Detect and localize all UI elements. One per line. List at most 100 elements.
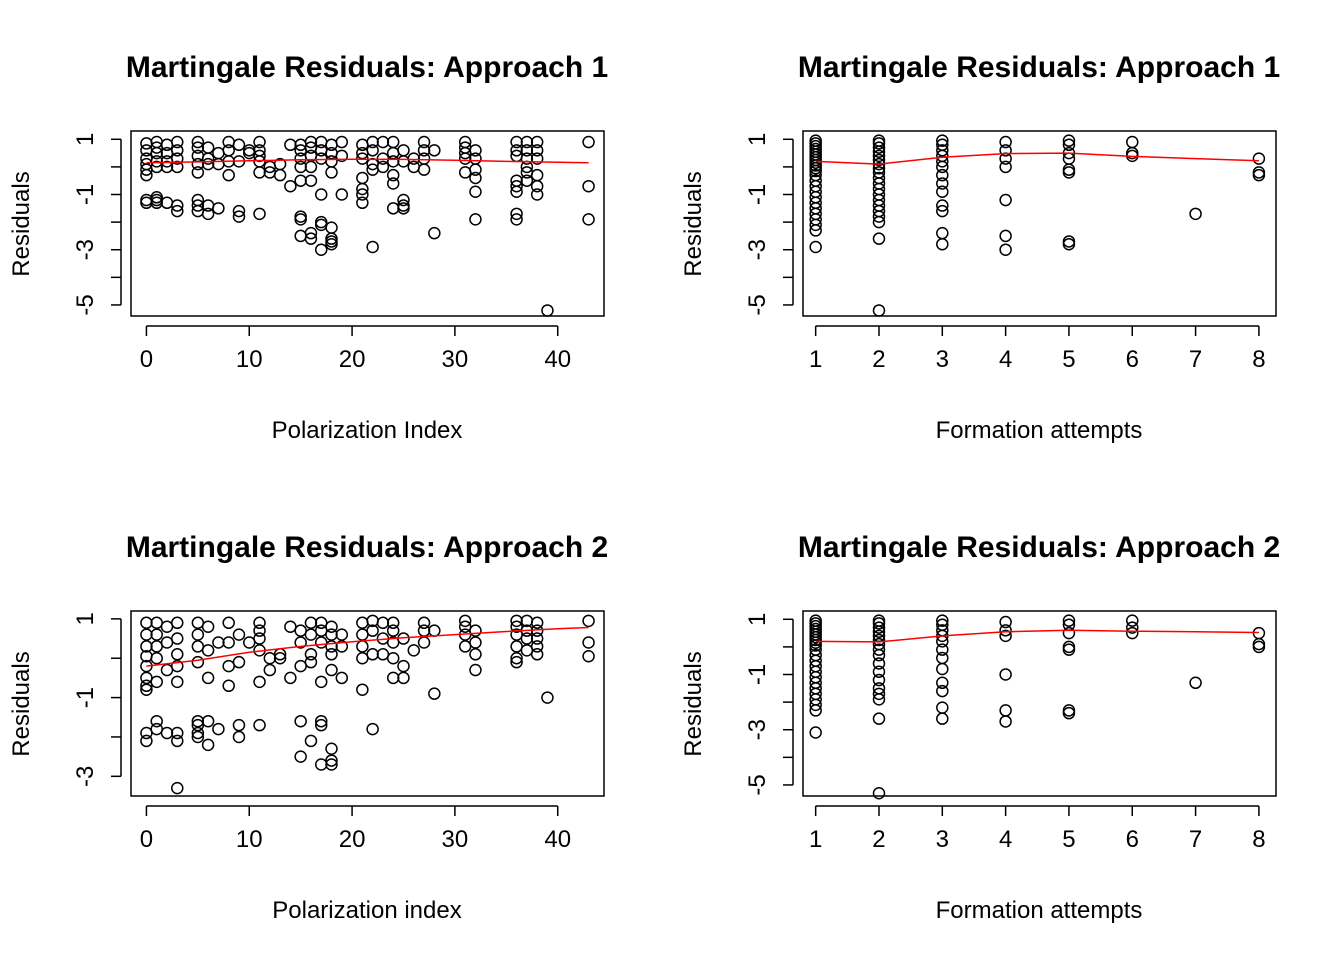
data-point — [386, 624, 400, 637]
data-point — [469, 213, 482, 226]
data-point — [201, 644, 215, 657]
data-point — [304, 160, 318, 174]
data-point — [936, 199, 949, 212]
data-point — [160, 663, 174, 677]
data-point — [809, 698, 822, 712]
data-point — [304, 616, 318, 630]
smooth-line — [146, 158, 589, 164]
data-point — [582, 213, 595, 226]
data-point — [160, 196, 174, 210]
data-point — [356, 616, 369, 630]
data-point — [304, 174, 318, 187]
data-point — [212, 636, 225, 649]
plot-frame — [802, 130, 1277, 317]
y-tick-label: -1 — [72, 687, 99, 708]
data-point — [809, 240, 822, 254]
data-point — [386, 616, 400, 630]
data-point — [304, 655, 318, 669]
data-point — [1062, 235, 1076, 248]
data-point — [872, 210, 886, 223]
data-point — [510, 640, 523, 653]
data-point — [1062, 643, 1076, 656]
data-point — [171, 199, 184, 212]
plot-frame — [130, 610, 605, 797]
data-point — [530, 179, 544, 193]
data-point — [582, 636, 595, 649]
data-point — [469, 185, 482, 198]
data-point — [201, 714, 215, 728]
data-point — [314, 718, 328, 732]
data-point — [458, 166, 472, 179]
data-point — [212, 202, 225, 215]
data-point — [1126, 621, 1139, 634]
x-tick-label: 40 — [544, 826, 571, 853]
y-tick-label: -1 — [744, 664, 771, 685]
data-point — [936, 684, 949, 698]
data-point — [530, 152, 544, 165]
data-point — [294, 229, 307, 243]
data-point — [872, 712, 886, 725]
x-tick-label: 5 — [1062, 346, 1075, 373]
data-point — [356, 188, 369, 201]
data-point — [397, 671, 410, 685]
data-point — [325, 155, 338, 168]
data-point — [140, 734, 153, 748]
data-point — [872, 304, 886, 317]
data-point — [263, 651, 277, 665]
data-point — [325, 237, 338, 251]
data-point — [222, 679, 235, 693]
y-tick-label: -3 — [744, 719, 771, 740]
data-point — [201, 671, 215, 685]
data-point — [510, 179, 523, 193]
data-point — [936, 160, 949, 174]
y-tick-label: 1 — [744, 613, 771, 626]
data-point — [936, 614, 949, 627]
x-tick-label: 40 — [544, 346, 571, 373]
data-point — [314, 758, 328, 771]
data-point — [356, 640, 369, 653]
data-point — [510, 207, 523, 221]
x-tick-label: 2 — [872, 826, 885, 853]
data-point — [428, 687, 441, 700]
data-point — [356, 196, 369, 210]
data-point — [171, 135, 184, 149]
data-point — [541, 691, 554, 704]
data-point — [140, 168, 153, 182]
data-point — [171, 616, 184, 630]
data-point — [140, 193, 153, 207]
data-point — [314, 636, 328, 649]
data-point — [325, 620, 338, 633]
panel-top-left: Martingale Residuals: Approach 1 Polariz… — [8, 51, 608, 444]
chart-title: Martingale Residuals: Approach 2 — [126, 531, 608, 564]
data-point — [222, 659, 235, 673]
data-point — [428, 144, 441, 157]
data-point — [212, 722, 225, 736]
data-point — [936, 177, 949, 190]
data-point — [872, 141, 886, 154]
x-axis-label: Polarization index — [272, 897, 461, 924]
data-point — [243, 146, 256, 160]
data-point — [171, 152, 184, 165]
data-point — [936, 204, 949, 218]
data-point — [809, 218, 822, 232]
data-point — [397, 659, 410, 673]
y-tick-label: 1 — [744, 133, 771, 146]
data-point — [469, 624, 482, 637]
data-point — [872, 693, 886, 706]
data-point — [386, 202, 400, 215]
data-point — [510, 651, 523, 665]
data-point — [530, 168, 544, 182]
data-point — [397, 155, 410, 168]
data-point — [872, 648, 886, 662]
data-point — [201, 207, 215, 221]
panel-top-right: Martingale Residuals: Approach 1 Formati… — [680, 51, 1280, 444]
chart-title: Martingale Residuals: Approach 1 — [126, 51, 608, 84]
data-point — [936, 712, 949, 725]
data-point — [356, 182, 369, 196]
data-point — [936, 701, 949, 714]
y-tick-label: -5 — [744, 774, 771, 795]
data-point — [325, 754, 338, 767]
data-point — [999, 160, 1012, 174]
data-point — [1062, 706, 1076, 720]
